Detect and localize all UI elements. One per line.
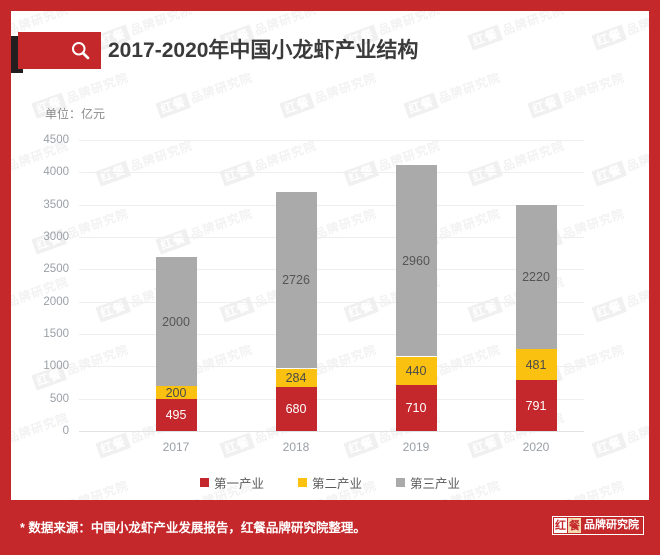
x-axis-line: [79, 431, 584, 432]
bar-segment[interactable]: 200: [155, 386, 197, 399]
bar-value-label: 2726: [282, 273, 310, 287]
legend-swatch: [396, 478, 405, 487]
gridline: [79, 140, 584, 141]
logo-char-can: 餐: [568, 518, 581, 533]
y-axis-tick-label: 1000: [43, 360, 69, 372]
gridline: [79, 302, 584, 303]
y-axis-tick-label: 1500: [43, 328, 69, 340]
bar-value-label: 2000: [162, 315, 190, 329]
chart-legend: 第一产业 第二产业 第三产业: [11, 473, 649, 492]
gridline: [79, 172, 584, 173]
x-axis-tick-label: 2019: [402, 440, 430, 454]
bar-value-label: 791: [525, 399, 547, 413]
x-axis-tick-label: 2018: [282, 440, 310, 454]
bar-segment[interactable]: 710: [395, 385, 437, 431]
gridline: [79, 334, 584, 335]
bar-value-label: 440: [405, 364, 427, 378]
title-badge: [18, 32, 101, 69]
bar-value-label: 495: [165, 408, 187, 422]
legend-item[interactable]: 第二产业: [297, 473, 362, 492]
y-axis-tick-label: 500: [49, 393, 69, 405]
gridline: [79, 237, 584, 238]
legend-label: 第二产业: [311, 477, 362, 491]
bar-value-label: 481: [525, 358, 547, 372]
unit-label: 单位：亿元: [45, 107, 106, 121]
bar-value-label: 2220: [522, 270, 550, 284]
bar-segment[interactable]: 680: [275, 387, 317, 431]
y-axis-tick-label: 3000: [43, 231, 69, 243]
chart-card: 红餐品牌研究院红餐品牌研究院红餐品牌研究院红餐品牌研究院红餐品牌研究院红餐品牌研…: [11, 11, 649, 500]
page-title: 2017-2020年中国小龙虾产业结构: [108, 39, 419, 62]
gridline: [79, 399, 584, 400]
legend-swatch: [297, 478, 307, 487]
bar-segment[interactable]: 2220: [515, 205, 557, 349]
footer-source-text: * 数据来源：中国小龙虾产业发展报告，红餐品牌研究院整理。: [20, 521, 366, 535]
bar-segment[interactable]: 2960: [395, 165, 437, 356]
bar-segment[interactable]: 284: [275, 369, 317, 387]
bar-value-label: 680: [285, 402, 307, 416]
y-axis-tick-label: 4000: [43, 166, 69, 178]
logo-char-hong: 红: [554, 518, 567, 533]
bar-value-label: 200: [165, 386, 187, 399]
legend-item[interactable]: 第一产业: [199, 473, 264, 492]
brand-logo: 红 餐 品牌研究院: [552, 516, 644, 535]
gridline: [79, 366, 584, 367]
y-axis-tick-label: 0: [62, 425, 69, 437]
bar-segment[interactable]: 440: [395, 357, 437, 385]
x-axis-tick-label: 2020: [522, 440, 550, 454]
legend-item[interactable]: 第三产业: [396, 473, 460, 492]
y-axis-tick-label: 2500: [43, 263, 69, 275]
logo-text: 品牌研究院: [584, 519, 639, 531]
gridline: [79, 269, 584, 270]
gridline: [79, 205, 584, 206]
legend-label: 第一产业: [213, 477, 264, 491]
y-axis-tick-label: 2000: [43, 296, 69, 308]
x-axis-tick-label: 2017: [162, 440, 190, 454]
bar-segment[interactable]: 481: [515, 349, 557, 380]
chart-plot-area: 4500 4000 3500 3000 2500 2000 1500 1000 500 0 495 2…: [11, 11, 649, 500]
legend-swatch: [199, 478, 209, 487]
bar-segment[interactable]: 495: [155, 399, 197, 431]
bar-value-label: 2960: [402, 254, 430, 268]
bar-value-label: 710: [405, 401, 427, 415]
bar-segment[interactable]: 791: [515, 380, 557, 431]
bar-segment[interactable]: 2726: [275, 192, 317, 368]
search-icon: [71, 41, 90, 60]
bar-segment[interactable]: 2000: [155, 257, 197, 386]
y-axis-tick-label: 3500: [43, 199, 69, 211]
y-axis-tick-label: 4500: [43, 134, 69, 146]
footer: * 数据来源：中国小龙虾产业发展报告，红餐品牌研究院整理。 红 餐 品牌研究院: [0, 500, 660, 555]
bar-value-label: 284: [285, 371, 307, 385]
legend-label: 第三产业: [410, 477, 461, 491]
